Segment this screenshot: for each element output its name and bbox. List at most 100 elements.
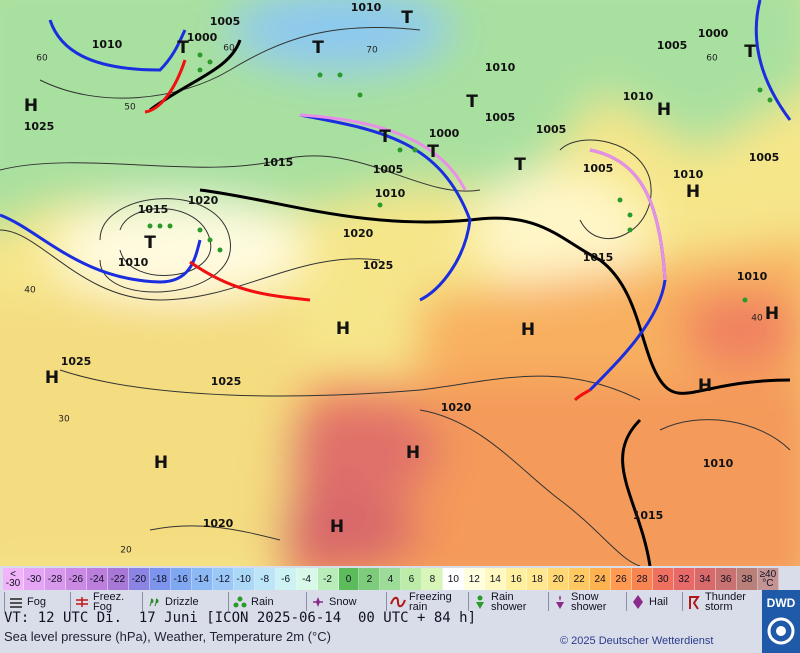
isobar-label: 1005	[657, 39, 688, 52]
scale-cell: -26	[65, 568, 87, 590]
isobar-label: 1025	[61, 355, 92, 368]
isobar-label: 1015	[633, 509, 664, 522]
high-center: H	[24, 96, 38, 116]
scale-cell: -22	[107, 568, 129, 590]
low-center: T	[312, 38, 324, 58]
scale-cell: 16	[506, 568, 528, 590]
isobar-label: 1010	[737, 270, 768, 283]
latitude-label: 40	[751, 314, 763, 324]
isobar-label: 1015	[138, 203, 169, 216]
scale-cell: 10	[443, 568, 465, 590]
legend-item: Thunder storm	[682, 590, 756, 613]
isobar-label: 1000	[698, 27, 729, 40]
isobar-label: 1000	[187, 31, 218, 44]
legend-icon	[76, 596, 88, 607]
valid-time: VT: 12 UTC Di. 17 Juni [ICON 2025-06-14 …	[4, 610, 477, 626]
scale-cell: < -30	[3, 568, 24, 590]
scale-cell: -14	[191, 568, 213, 590]
legend-icon	[556, 594, 564, 609]
weather-legend: Fog Freez. Fog Drizzle Rain Snow Freezing rai…	[4, 590, 756, 613]
scale-cell: -6	[275, 568, 297, 590]
legend-item: Snow	[306, 592, 386, 611]
scale-cell: ≥40 °C	[757, 568, 779, 590]
high-center: H	[686, 182, 700, 202]
weather-map: 1005 1000 1010 1010 1010 1005 1000 1010 1005 1005…	[0, 0, 800, 566]
legend-label: Thunder storm	[705, 590, 746, 613]
high-center: H	[521, 320, 535, 340]
legend-label: Freez. Fog	[93, 590, 125, 613]
high-center: H	[330, 517, 344, 537]
legend-panel: < -30 -30 -28 -26 -24 -22 -20 -18 -16 -14 -12 -10 -8-…	[0, 566, 800, 653]
fronts	[0, 0, 792, 402]
isobar-label: 1025	[24, 120, 55, 133]
latitude-label: 70	[366, 46, 378, 56]
legend-icon	[233, 596, 247, 607]
latitude-label: 60	[223, 44, 235, 54]
legend-label: Snow	[329, 595, 357, 608]
scale-high-unit: °C	[762, 578, 774, 589]
isobar-label: 1005	[536, 123, 567, 136]
isobar-label: 1010	[703, 457, 734, 470]
legend-label: Drizzle	[165, 595, 199, 608]
latitude-label: 60	[706, 54, 718, 64]
temperature-field	[0, 0, 800, 566]
isobar-label: 1020	[343, 227, 374, 240]
scale-cell: 0	[338, 568, 360, 590]
isobar-label: 1010	[351, 1, 382, 14]
legend-icon	[149, 598, 159, 606]
temperature-scale: < -30 -30 -28 -26 -24 -22 -20 -18 -16 -14 -12 -10 -8-…	[3, 568, 779, 590]
scale-high-symbol: ≥40	[759, 569, 777, 580]
low-center: T	[744, 42, 756, 62]
isobar-label: 1005	[373, 163, 404, 176]
scale-cell: 14	[485, 568, 507, 590]
scale-cell: 38	[736, 568, 758, 590]
scale-cell: -12	[212, 568, 234, 590]
isobar-label: 1005	[583, 162, 614, 175]
high-center: H	[336, 319, 350, 339]
description: Sea level pressure (hPa), Weather, Tempe…	[4, 629, 331, 644]
scale-cell: 12	[464, 568, 486, 590]
scale-cell: -8	[254, 568, 276, 590]
scale-cell: 18	[527, 568, 549, 590]
copyright: © 2025 Deutscher Wetterdienst	[560, 635, 714, 647]
scale-cell: -28	[44, 568, 66, 590]
legend-item: Drizzle	[142, 592, 228, 611]
latitude-label: 50	[124, 103, 136, 113]
legend-icon	[10, 597, 22, 608]
precip-symbols	[147, 52, 773, 303]
legend-label: Hail	[649, 595, 668, 608]
legend-item: Snow shower	[548, 591, 626, 612]
high-center: H	[45, 368, 59, 388]
legend-item: Hail	[626, 592, 682, 611]
isobar-label: 1025	[363, 259, 394, 272]
high-center: H	[406, 443, 420, 463]
scale-cell: 28	[632, 568, 654, 590]
scale-cell: 20	[548, 568, 570, 590]
isobar-label: 1015	[583, 251, 614, 264]
legend-label: Rain	[251, 595, 274, 608]
low-center: T	[401, 8, 413, 28]
scale-cell: -20	[128, 568, 150, 590]
isobar-label: 1010	[623, 90, 654, 103]
low-center: T	[514, 155, 526, 175]
isobar-label: 1010	[485, 61, 516, 74]
latitude-label: 60	[36, 54, 48, 64]
legend-item: Rain	[228, 592, 306, 611]
low-center: T	[177, 38, 189, 58]
scale-cell: 30	[653, 568, 674, 590]
map-labels: 1005 1000 1010 1010 1010 1005 1000 1010 1005 1005…	[24, 1, 780, 556]
low-center: T	[466, 92, 478, 112]
scale-cell: 26	[611, 568, 633, 590]
low-center: T	[144, 233, 156, 253]
legend-item: Fog	[4, 592, 70, 611]
legend-label: Fog	[27, 595, 46, 608]
high-center: H	[657, 100, 671, 120]
low-center: T	[379, 127, 391, 147]
legend-label: Freezing rain	[409, 590, 452, 613]
legend-label: Rain shower	[491, 590, 527, 613]
scale-cell: 6	[401, 568, 423, 590]
latitude-label: 40	[24, 286, 36, 296]
logo-text: DWD	[766, 596, 796, 610]
scale-cell: 36	[715, 568, 737, 590]
dwd-logo: DWD	[762, 590, 800, 653]
